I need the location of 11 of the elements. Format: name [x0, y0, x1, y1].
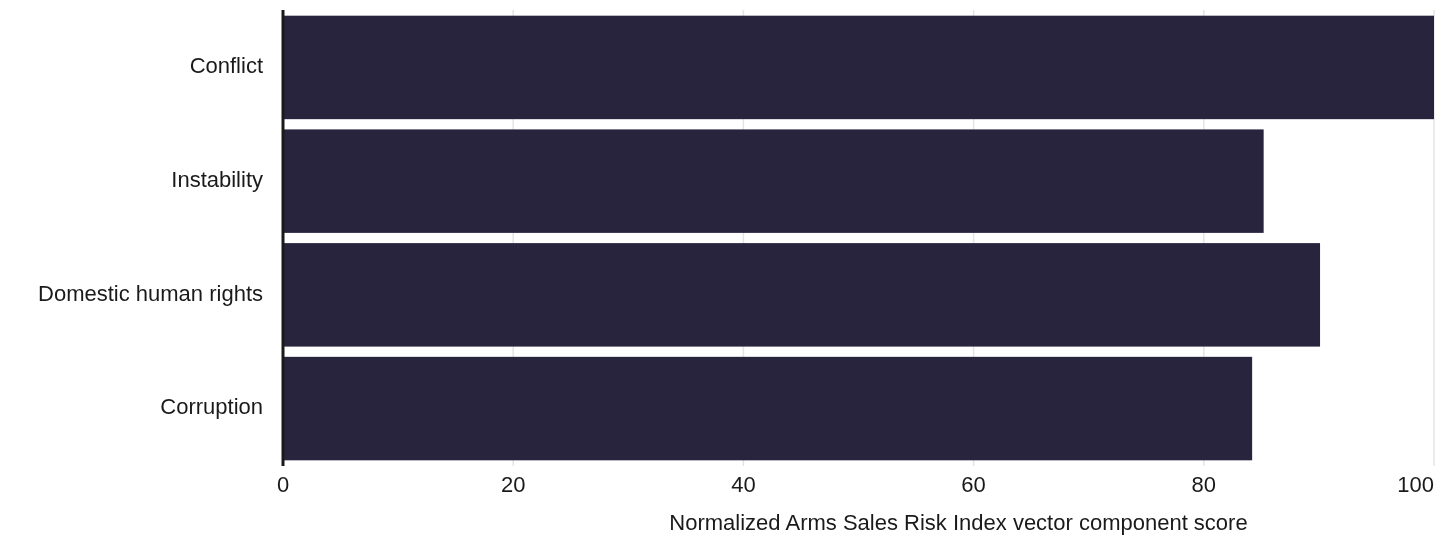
x-axis-title: Normalized Arms Sales Risk Index vector component score	[669, 509, 1248, 535]
x-tick-label: 20	[500, 471, 526, 497]
x-tick-label: 80	[1191, 471, 1217, 497]
x-tick-label: 100	[1397, 471, 1434, 497]
y-tick-label: Instability	[171, 166, 263, 192]
y-tick-label: Conflict	[189, 53, 263, 79]
x-tick-label: 0	[276, 471, 290, 497]
y-tick-label: Corruption	[160, 394, 263, 420]
x-tick-label: 40	[731, 471, 756, 497]
y-tick-label: Domestic human rights	[38, 280, 263, 306]
x-tick-label: 60	[961, 471, 986, 497]
